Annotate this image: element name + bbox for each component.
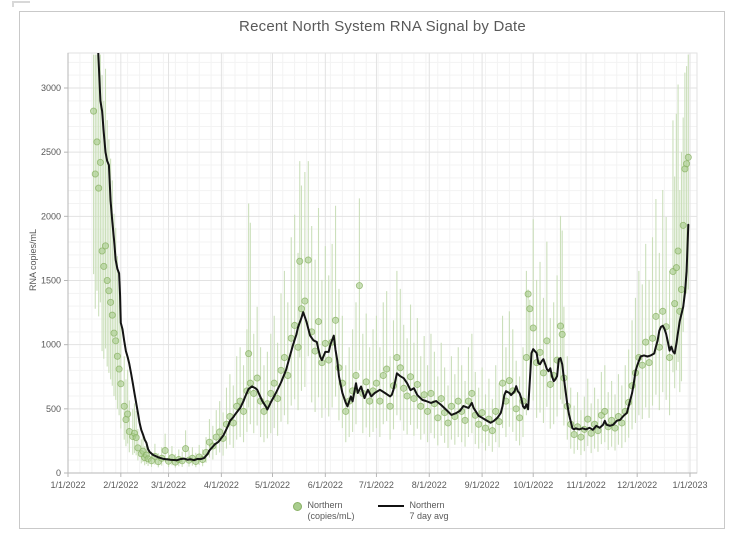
svg-text:4/1/2022: 4/1/2022 [204, 480, 239, 490]
svg-text:5/1/2022: 5/1/2022 [255, 480, 290, 490]
svg-text:500: 500 [46, 404, 61, 414]
y-tick-labels: 0 500 1000 1500 2000 2500 3000 [41, 83, 61, 478]
major-gridlines [67, 52, 698, 474]
svg-text:6/1/2022: 6/1/2022 [308, 480, 343, 490]
chart-title: Recent North System RNA Signal by Date [239, 18, 526, 35]
svg-text:11/1/2022: 11/1/2022 [566, 480, 605, 490]
axis-lines [64, 53, 697, 477]
svg-text:3000: 3000 [41, 83, 61, 93]
svg-text:1500: 1500 [41, 276, 61, 286]
chart-legend: Northern (copies/mL) Northern 7 day avg [0, 500, 742, 523]
x-tick-labels: 1/1/2022 2/1/2022 3/1/2022 4/1/2022 5/1/2022… [50, 480, 707, 490]
legend-label: Northern 7 day avg [409, 500, 449, 522]
svg-text:1/1/2022: 1/1/2022 [50, 480, 85, 490]
avg-line [97, 53, 690, 462]
line-marker-icon [378, 505, 405, 507]
svg-text:2000: 2000 [41, 211, 61, 221]
svg-text:7/1/2022: 7/1/2022 [359, 480, 394, 490]
svg-text:10/1/2022: 10/1/2022 [513, 480, 553, 490]
screen-edge-artifact [12, 1, 30, 7]
legend-label: Northern (copies/mL) [307, 500, 355, 522]
svg-text:0: 0 [56, 468, 61, 478]
svg-text:2500: 2500 [41, 147, 61, 157]
svg-text:1/1/2023: 1/1/2023 [672, 480, 707, 490]
svg-text:8/1/2022: 8/1/2022 [412, 480, 447, 490]
svg-text:9/1/2022: 9/1/2022 [465, 480, 500, 490]
legend-item-northern-avg: Northern 7 day avg [378, 500, 449, 523]
svg-text:12/1/2022: 12/1/2022 [617, 480, 657, 490]
svg-text:1000: 1000 [41, 340, 61, 350]
svg-text:3/1/2022: 3/1/2022 [151, 480, 186, 490]
minor-gridlines [68, 53, 697, 473]
scatter-marker-icon [293, 502, 303, 511]
svg-text:2/1/2022: 2/1/2022 [103, 480, 138, 490]
legend-item-northern-copies: Northern (copies/mL) [293, 500, 354, 523]
